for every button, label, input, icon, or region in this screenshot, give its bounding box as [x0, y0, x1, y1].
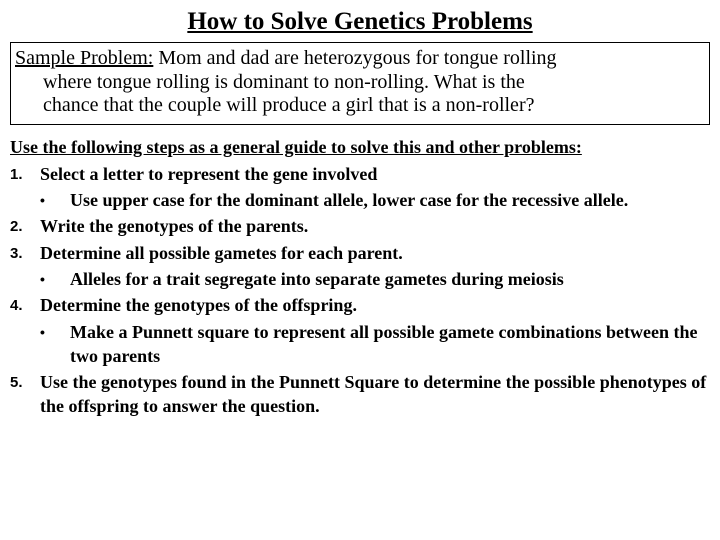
step-row: 2.Write the genotypes of the parents.	[10, 214, 710, 238]
step-sub-row: •Make a Punnett square to represent all …	[10, 320, 710, 369]
bullet-icon: •	[40, 320, 70, 369]
step-text: Select a letter to represent the gene in…	[40, 162, 710, 186]
step-number: 5.	[10, 370, 40, 419]
step-sub-row: •Alleles for a trait segregate into sepa…	[10, 267, 710, 291]
step-text: Write the genotypes of the parents.	[40, 214, 710, 238]
step-sub-text: Make a Punnett square to represent all p…	[70, 320, 710, 369]
step-sub-text: Use upper case for the dominant allele, …	[70, 188, 710, 212]
sample-problem-text: Sample Problem: Mom and dad are heterozy…	[15, 47, 703, 118]
bullet-icon: •	[40, 267, 70, 291]
step-number: 1.	[10, 162, 40, 186]
step-number: 4.	[10, 293, 40, 317]
step-text: Determine the genotypes of the offspring…	[40, 293, 710, 317]
steps-list: 1.Select a letter to represent the gene …	[10, 162, 710, 419]
step-number: 2.	[10, 214, 40, 238]
step-row: 4.Determine the genotypes of the offspri…	[10, 293, 710, 317]
page-title: How to Solve Genetics Problems	[10, 8, 710, 36]
step-sub-text: Alleles for a trait segregate into separ…	[70, 267, 710, 291]
step-sub-row: •Use upper case for the dominant allele,…	[10, 188, 710, 212]
guide-heading: Use the following steps as a general gui…	[10, 137, 710, 158]
sample-line1: Mom and dad are heterozygous for tongue …	[153, 47, 556, 69]
sample-problem-box: Sample Problem: Mom and dad are heterozy…	[10, 42, 710, 125]
sample-problem-label: Sample Problem:	[15, 47, 153, 69]
step-row: 5.Use the genotypes found in the Punnett…	[10, 370, 710, 419]
sample-line3: chance that the couple will produce a gi…	[15, 94, 703, 118]
step-number: 3.	[10, 241, 40, 265]
sample-line2: where tongue rolling is dominant to non-…	[15, 71, 703, 95]
step-row: 3.Determine all possible gametes for eac…	[10, 241, 710, 265]
bullet-icon: •	[40, 188, 70, 212]
step-text: Determine all possible gametes for each …	[40, 241, 710, 265]
step-text: Use the genotypes found in the Punnett S…	[40, 370, 710, 419]
step-row: 1.Select a letter to represent the gene …	[10, 162, 710, 186]
